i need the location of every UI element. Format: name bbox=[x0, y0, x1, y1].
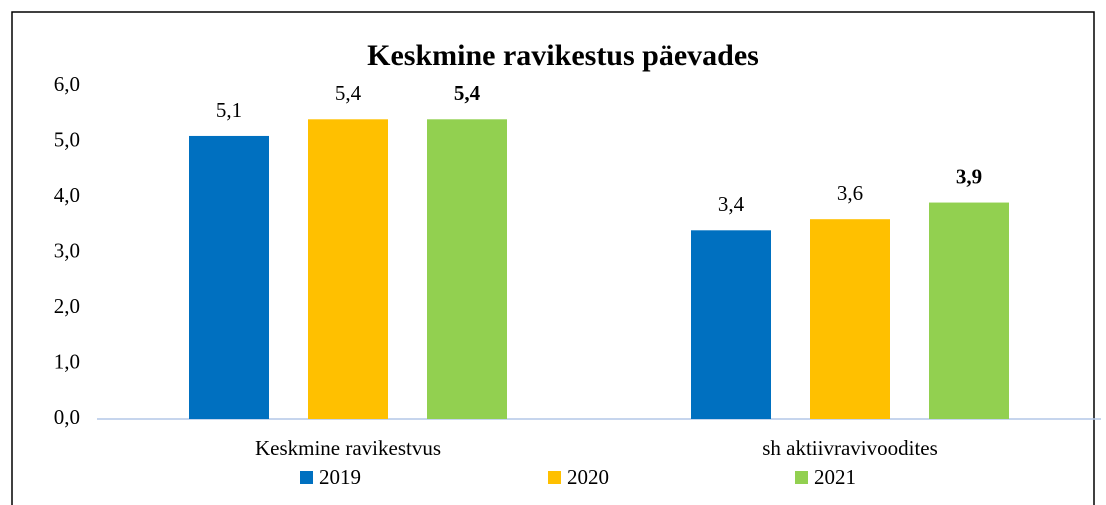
bar bbox=[308, 119, 388, 420]
y-tick-label: 3,0 bbox=[54, 238, 80, 262]
y-tick-label: 4,0 bbox=[54, 183, 80, 207]
chart-title: Keskmine ravikestus päevades bbox=[367, 39, 759, 72]
y-tick-label: 2,0 bbox=[54, 294, 80, 318]
chart-border bbox=[11, 11, 1095, 505]
data-label: 5,1 bbox=[216, 98, 242, 122]
legend-swatch bbox=[548, 471, 561, 484]
x-tick-label: sh aktiivravivoodites bbox=[762, 436, 938, 460]
data-label: 3,4 bbox=[718, 192, 745, 216]
data-label: 5,4 bbox=[335, 81, 362, 105]
y-tick-label: 5,0 bbox=[54, 127, 80, 151]
bar bbox=[810, 219, 890, 419]
bar bbox=[189, 135, 269, 419]
legend-label: 2019 bbox=[319, 465, 361, 489]
bar bbox=[929, 202, 1009, 419]
legend-label: 2021 bbox=[814, 465, 856, 489]
x-tick-label: Keskmine ravikestvus bbox=[255, 436, 441, 460]
y-tick-label: 0,0 bbox=[54, 405, 80, 429]
data-label: 3,9 bbox=[956, 164, 982, 188]
data-label: 3,6 bbox=[837, 181, 863, 205]
legend-swatch bbox=[795, 471, 808, 484]
bar bbox=[427, 119, 507, 420]
legend-label: 2020 bbox=[567, 465, 609, 489]
y-tick-label: 6,0 bbox=[54, 72, 80, 96]
y-tick-label: 1,0 bbox=[54, 349, 80, 373]
legend-swatch bbox=[300, 471, 313, 484]
bar bbox=[691, 230, 771, 419]
data-label: 5,4 bbox=[454, 81, 481, 105]
